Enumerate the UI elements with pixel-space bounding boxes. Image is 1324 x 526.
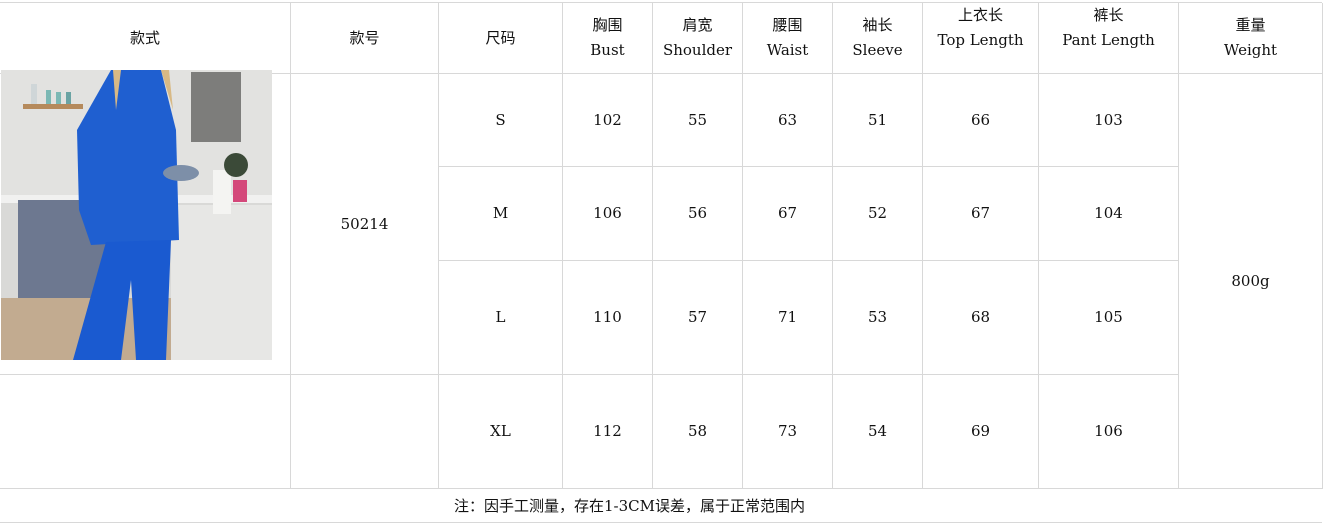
cell-value: L xyxy=(495,308,506,326)
header-sleeve-zh: 袖长 xyxy=(862,16,893,34)
header-sleeve-en: Sleeve xyxy=(852,41,903,59)
table-cell-size: XL xyxy=(439,375,563,489)
header-style: 款式 xyxy=(0,3,291,74)
header-item-no: 款号 xyxy=(291,3,439,74)
cell-value: XL xyxy=(490,422,511,440)
table-cell-top-length: 66 xyxy=(923,74,1039,167)
header-sleeve: 袖长 Sleeve xyxy=(833,3,923,74)
item-no-value: 50214 xyxy=(340,214,389,233)
header-shoulder-en: Shoulder xyxy=(662,41,733,59)
cell-value: 68 xyxy=(970,308,991,326)
cell-value: 104 xyxy=(1094,204,1123,222)
header-size: 尺码 xyxy=(439,3,563,74)
header-weight-en: Weight xyxy=(1223,41,1278,59)
header-item-no-label: 款号 xyxy=(349,28,380,47)
cell-value: 73 xyxy=(777,422,798,440)
cell-value: 71 xyxy=(777,308,798,326)
cell-value: 58 xyxy=(687,422,708,440)
cell-value: 57 xyxy=(687,308,708,326)
cell-value: 63 xyxy=(777,110,798,129)
table-cell-size: L xyxy=(439,261,563,375)
weight-cell: 800g xyxy=(1179,74,1323,489)
table-cell-shoulder: 57 xyxy=(653,261,743,375)
style-empty-cell xyxy=(0,375,291,489)
table-cell-sleeve: 54 xyxy=(833,375,923,489)
cell-value: M xyxy=(492,204,509,222)
table-cell-top-length: 67 xyxy=(923,167,1039,261)
header-waist-en: Waist xyxy=(766,41,809,59)
cell-value: 66 xyxy=(970,110,991,129)
table-cell-bust: 110 xyxy=(563,261,653,375)
table-cell-pant-length: 106 xyxy=(1039,375,1179,489)
cell-value: 51 xyxy=(867,110,888,129)
cell-value: 102 xyxy=(593,110,622,129)
header-pant-length: 裤长 Pant Length xyxy=(1039,3,1179,74)
table-cell-sleeve: 53 xyxy=(833,261,923,375)
header-top-length-zh: 上衣长 xyxy=(957,6,1003,24)
table-cell-waist: 73 xyxy=(743,375,833,489)
table-cell-shoulder: 58 xyxy=(653,375,743,489)
cell-value: 53 xyxy=(867,308,888,326)
header-bust-zh: 胸围 xyxy=(592,16,623,34)
cell-value: 105 xyxy=(1094,308,1123,326)
note-text: 注：因手工测量，存在1-3CM误差，属于正常范围内 xyxy=(454,496,805,515)
header-waist: 腰围 Waist xyxy=(743,3,833,74)
table-cell-size: S xyxy=(439,74,563,167)
shelf xyxy=(23,104,83,109)
cell-value: 69 xyxy=(970,422,991,440)
cell-value: 112 xyxy=(593,422,622,440)
header-shoulder: 肩宽 Shoulder xyxy=(653,3,743,74)
table-cell-top-length: 69 xyxy=(923,375,1039,489)
table-cell-pant-length: 103 xyxy=(1039,74,1179,167)
sweater xyxy=(77,70,179,245)
table-cell-waist: 67 xyxy=(743,167,833,261)
header-shoulder-zh: 肩宽 xyxy=(682,16,713,34)
table-cell-sleeve: 51 xyxy=(833,74,923,167)
header-pant-length-zh: 裤长 xyxy=(1093,6,1124,24)
weight-value: 800g xyxy=(1231,271,1270,290)
item-no-empty-cell xyxy=(291,375,439,489)
table-top-border xyxy=(0,2,1322,3)
table-cell-top-length: 68 xyxy=(923,261,1039,375)
cell-value: 55 xyxy=(687,110,708,129)
cell-value: 67 xyxy=(970,204,991,222)
header-style-label: 款式 xyxy=(129,28,160,47)
cell-value: 54 xyxy=(867,422,888,440)
table-cell-waist: 63 xyxy=(743,74,833,167)
table-cell-shoulder: 55 xyxy=(653,74,743,167)
cell-value: 52 xyxy=(867,204,888,222)
cell-value: 67 xyxy=(777,204,798,222)
header-waist-zh: 腰围 xyxy=(772,16,803,34)
table-cell-bust: 112 xyxy=(563,375,653,489)
table-cell-bust: 102 xyxy=(563,74,653,167)
header-size-label: 尺码 xyxy=(485,28,516,47)
table-cell-pant-length: 104 xyxy=(1039,167,1179,261)
cell-value: 103 xyxy=(1094,110,1123,129)
header-weight-zh: 重量 xyxy=(1235,16,1266,34)
header-top-length-en: Top Length xyxy=(937,31,1024,49)
cell-value: 106 xyxy=(593,204,622,222)
table-cell-waist: 71 xyxy=(743,261,833,375)
style-image-cell xyxy=(0,74,291,375)
header-bust: 胸围 Bust xyxy=(563,3,653,74)
pants xyxy=(73,240,171,360)
cell-value: S xyxy=(495,110,506,129)
header-weight: 重量 Weight xyxy=(1179,3,1323,74)
header-top-length: 上衣长 Top Length xyxy=(923,3,1039,74)
cell-value: 56 xyxy=(687,204,708,222)
measurement-note: 注：因手工测量，存在1-3CM误差，属于正常范围内 xyxy=(0,488,1322,523)
table-cell-bust: 106 xyxy=(563,167,653,261)
table-cell-size: M xyxy=(439,167,563,261)
header-bust-en: Bust xyxy=(590,41,625,59)
cell-value: 110 xyxy=(593,308,622,326)
table-cell-sleeve: 52 xyxy=(833,167,923,261)
cell-value: 106 xyxy=(1094,422,1123,440)
table-cell-pant-length: 105 xyxy=(1039,261,1179,375)
header-pant-length-en: Pant Length xyxy=(1062,31,1155,49)
item-no-cell: 50214 xyxy=(291,74,439,375)
product-photo xyxy=(1,70,272,360)
table-cell-shoulder: 56 xyxy=(653,167,743,261)
